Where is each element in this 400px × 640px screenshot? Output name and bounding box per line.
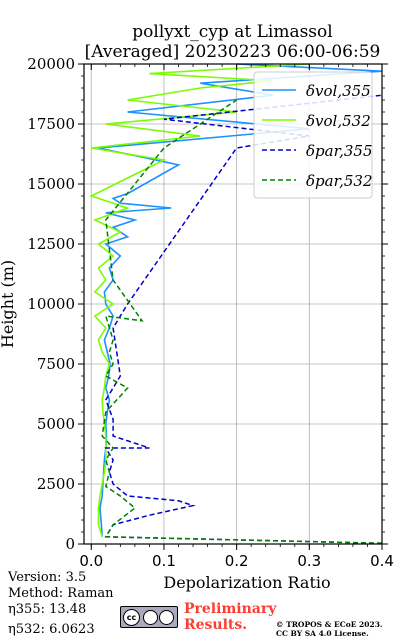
x-axis-label: Depolarization Ratio (163, 573, 330, 592)
cc-icon: cc (123, 609, 140, 626)
chart-title-line1: pollyxt_cyp at Limassol (132, 22, 333, 42)
x-tick-label: 0.4 (370, 552, 394, 570)
y-tick-label: 12500 (27, 235, 75, 253)
version-label: Version: 3.5 (8, 570, 87, 585)
series-line-vol532 (89, 63, 310, 538)
y-tick-label: 7500 (37, 355, 75, 373)
y-tick-label: 15000 (27, 175, 75, 193)
preliminary-line1: Preliminary (184, 601, 277, 617)
x-tick-label: 0.0 (79, 552, 103, 570)
chart-axes: 0.0 0.1 0.2 0.3 0.4 0 2500 5000 7500 10000 12500 15… (0, 55, 394, 592)
copyright-notice: © TROPOS & ECoE 2023. CC BY SA 4.0 Licen… (276, 620, 383, 638)
x-tick-label: 0.2 (225, 552, 249, 570)
legend-box (253, 71, 373, 199)
legend-label-vol532: δvol,532 (306, 112, 371, 130)
y-tick-label: 5000 (37, 415, 75, 433)
legend-label-vol355: δvol,355 (306, 82, 371, 100)
y-tick-label: 10000 (27, 295, 75, 313)
plot-frame (83, 63, 383, 545)
legend-label-par355: δpar,355 (306, 142, 373, 160)
chart-plot-area (89, 63, 383, 545)
x-tick-label: 0.1 (152, 552, 176, 570)
cc-by-sa-badge: cc (120, 606, 178, 628)
chart-title-line2: [Averaged] 20230223 06:00-06:59 (84, 42, 381, 62)
eta355-label: η355: 13.48 (8, 602, 87, 617)
y-tick-label: 17500 (27, 115, 75, 133)
y-tick-label: 2500 (37, 475, 75, 493)
y-tick-label: 20000 (27, 55, 75, 73)
legend-label-par532: δpar,532 (306, 172, 373, 190)
y-axis-label: Height (m) (0, 260, 17, 348)
copyright-line1: © TROPOS & ECoE 2023. (276, 620, 383, 629)
eta532-label: η532: 6.0623 (8, 622, 95, 637)
y-tick-label: 0 (65, 535, 75, 553)
attribution-icon (143, 610, 158, 625)
series-line-par532 (101, 99, 383, 545)
preliminary-notice: Preliminary Results. (184, 601, 276, 633)
x-tick-label: 0.3 (297, 552, 321, 570)
preliminary-line2: Results. (184, 617, 248, 633)
chart-legend: δvol,355 δvol,532 δpar,355 δpar,532 (253, 71, 373, 199)
share-alike-icon (159, 610, 174, 625)
method-label: Method: Raman (8, 586, 114, 601)
copyright-line2: CC BY SA 4.0 License. (276, 629, 369, 638)
